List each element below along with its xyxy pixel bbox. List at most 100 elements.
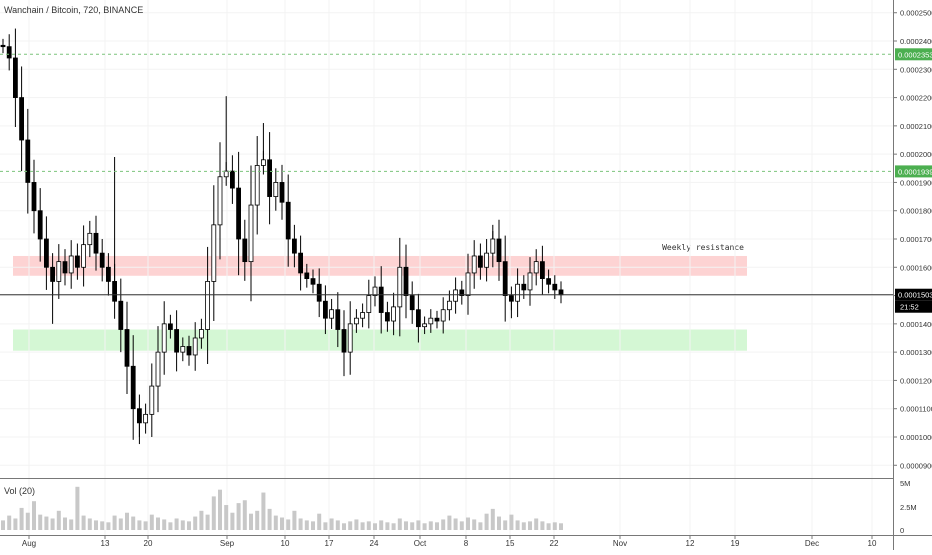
volume-bar [490, 508, 495, 530]
candle-body [6, 46, 12, 59]
volume-bar [397, 518, 402, 530]
x-tick-label: Sep [220, 539, 235, 548]
y-tick-label: 0.0002300 [900, 65, 932, 74]
candle-body [285, 201, 291, 240]
volume-bar [193, 516, 198, 530]
y-tick-label: 0.0002000 [900, 150, 932, 159]
volume-bar [69, 519, 74, 530]
volume-bar [236, 503, 241, 530]
candle-body [143, 413, 149, 424]
x-tick-label: 20 [144, 539, 153, 548]
price-label-box [895, 48, 932, 61]
candle-body [248, 204, 254, 263]
y-tick-label: 0.0001100 [900, 405, 932, 414]
candle-body [291, 238, 297, 254]
candle-body [366, 295, 372, 313]
candle-body [217, 176, 223, 226]
volume-bar [354, 519, 359, 530]
volume-bar [199, 510, 204, 530]
volume-bar [112, 515, 117, 530]
x-tick-label: 17 [325, 539, 334, 548]
volume-bar [218, 489, 222, 530]
candle-body [93, 232, 99, 254]
volume-bar [304, 520, 309, 530]
zone-label: Weekly resistance [662, 243, 744, 252]
candle-body [477, 255, 483, 268]
candle-body [372, 286, 378, 296]
volume-bar [32, 501, 36, 530]
candle-body [521, 283, 527, 291]
x-tick-label: 13 [101, 539, 110, 548]
volume-bar [56, 510, 61, 530]
x-tick-label: Aug [22, 539, 36, 548]
candle-body [322, 300, 328, 319]
candle-body [118, 300, 124, 330]
candle-body [130, 365, 136, 410]
volume-bar [329, 518, 334, 530]
price-label-text: 0.0002353 [898, 50, 932, 59]
volume-bar [391, 523, 396, 530]
candle-body [515, 283, 520, 302]
volume-bar [552, 522, 557, 530]
volume-bar [162, 519, 167, 530]
volume-bar [131, 516, 136, 530]
volume-bar [422, 523, 427, 530]
volume-bar [292, 510, 297, 530]
candle-body [75, 255, 80, 268]
candle-body [471, 255, 477, 274]
x-tick-label: 19 [731, 539, 740, 548]
candle-body [428, 317, 434, 325]
candle-body [422, 323, 428, 328]
candle-body [174, 329, 180, 353]
candle-body [329, 309, 335, 319]
volume-bar [255, 510, 260, 530]
volume-bar [447, 515, 452, 530]
candle-body [0, 44, 6, 48]
x-tick-label: Oct [414, 539, 427, 548]
candle-body [136, 408, 142, 424]
candle-body [484, 252, 490, 268]
candle-body [62, 261, 68, 274]
volume-bar [81, 515, 86, 530]
volume-bar [509, 514, 514, 530]
volume-bar [478, 522, 483, 530]
volume-bar [503, 520, 508, 530]
price-label-box [895, 165, 932, 178]
candle-body [446, 300, 452, 311]
price-label-text: 0.0001503 [898, 291, 932, 300]
volume-bar [149, 514, 154, 530]
candle-body [87, 232, 93, 246]
volume-bar [366, 521, 371, 530]
volume-bar [459, 521, 464, 530]
candle-body [198, 329, 204, 339]
volume-bar [38, 514, 43, 530]
x-tick-label: 24 [370, 539, 379, 548]
y-tick-label: 0.0001700 [900, 235, 932, 244]
candle-body [12, 57, 18, 98]
volume-bar [323, 522, 328, 530]
candle-body [167, 323, 173, 330]
x-tick-label: 10 [868, 539, 877, 548]
volume-bar [534, 518, 539, 530]
volume-bar [428, 521, 433, 530]
volume-bar [174, 518, 179, 530]
candle-body [180, 346, 186, 353]
y-tick-label: 0.0002200 [900, 94, 932, 103]
candle-body [50, 266, 55, 282]
volume-bar [360, 522, 365, 530]
grid-layer [0, 0, 893, 535]
candle-body [341, 329, 347, 353]
candle-body [459, 289, 465, 296]
x-tick-label: 12 [686, 539, 695, 548]
candle-body [37, 210, 43, 240]
volume-bar [311, 521, 315, 530]
x-tick-label: 8 [464, 539, 469, 548]
volume-bar [484, 513, 489, 530]
volume-tick-label: 2.5M [900, 503, 917, 512]
candle-body [298, 252, 304, 274]
volume-bar [385, 522, 390, 530]
volume-bar [435, 522, 439, 530]
y-tick-label: 0.0000900 [900, 461, 932, 470]
